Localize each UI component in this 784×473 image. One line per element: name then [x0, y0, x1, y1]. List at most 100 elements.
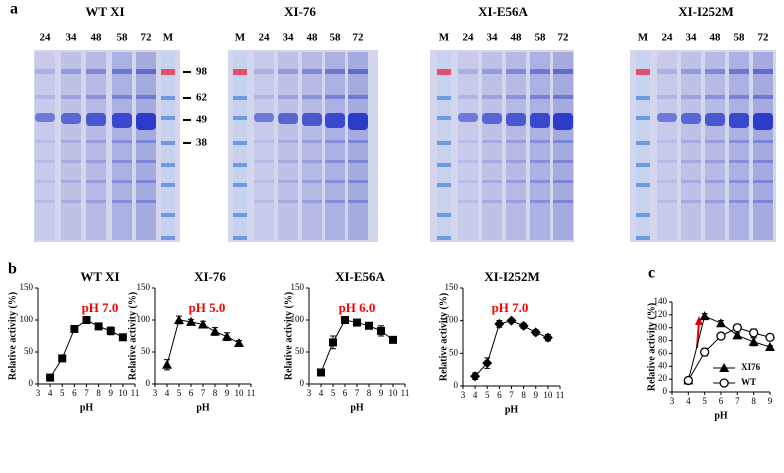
lane	[254, 52, 274, 240]
x-tick-label: 7	[735, 396, 740, 406]
band	[458, 113, 478, 122]
band	[657, 140, 677, 143]
band	[530, 140, 550, 143]
data-point	[186, 316, 196, 326]
x-tick-label: 4	[48, 388, 53, 398]
lane	[458, 52, 478, 240]
y-tick-label: 0	[146, 378, 151, 388]
band	[348, 95, 368, 99]
lane	[681, 52, 701, 240]
lane-label: 72	[758, 32, 770, 44]
x-tick-label: 10	[235, 388, 245, 398]
band	[254, 180, 274, 183]
x-tick-label: 11	[131, 388, 140, 398]
band	[681, 69, 701, 74]
band	[86, 95, 106, 99]
ladder-band	[636, 116, 650, 120]
band	[86, 113, 106, 126]
data-point	[765, 342, 775, 351]
ladder-band	[636, 96, 650, 100]
x-tick-label: 8	[751, 396, 756, 406]
data-point	[234, 338, 244, 348]
x-tick-label: 3	[461, 390, 466, 400]
lane-label: M	[439, 32, 450, 44]
lane-label: 48	[91, 32, 103, 44]
data-point	[118, 333, 127, 342]
marker-label: 62	[196, 92, 208, 104]
lane-label: M	[638, 32, 649, 44]
band	[530, 160, 550, 163]
ladder-band	[161, 163, 175, 167]
band	[530, 113, 550, 128]
band	[348, 180, 368, 183]
band	[136, 180, 156, 183]
data-point	[377, 326, 385, 335]
band	[112, 160, 132, 163]
x-tick-label: 6	[72, 388, 77, 398]
lane-label: 48	[307, 32, 319, 44]
lane	[112, 52, 132, 240]
band	[61, 113, 81, 124]
band	[458, 69, 478, 74]
band	[729, 180, 749, 183]
band	[278, 69, 298, 74]
lane	[61, 52, 81, 240]
lane-label: 72	[141, 32, 153, 44]
marker-label: 49	[196, 114, 208, 126]
lane-label: 24	[662, 32, 674, 44]
band	[705, 140, 725, 143]
lane	[506, 52, 526, 240]
data-point	[198, 319, 208, 329]
ladder-band	[437, 236, 451, 240]
band	[482, 200, 502, 203]
band	[553, 160, 573, 163]
annotation: pH 7.0	[492, 300, 529, 315]
band	[506, 95, 526, 99]
band	[348, 113, 368, 130]
lane-label: M	[163, 32, 174, 44]
y-axis-label: Relative activity (%)	[283, 292, 294, 380]
band	[35, 180, 55, 183]
lane	[302, 52, 322, 240]
y-tick-label: 0	[300, 378, 305, 388]
data-point	[732, 323, 742, 333]
ladder-band	[233, 69, 247, 75]
y-tick-label: 100	[654, 322, 668, 332]
band	[482, 160, 502, 163]
y-tick-label: 60	[658, 347, 668, 357]
lane-label: 34	[66, 32, 78, 44]
band	[302, 140, 322, 143]
data-point	[470, 371, 481, 382]
band	[302, 95, 322, 99]
y-axis-label: Relative activity (%)	[438, 293, 449, 381]
band	[553, 140, 573, 143]
band	[325, 69, 345, 74]
x-tick-label: 9	[379, 388, 384, 398]
y-tick-label: 150	[445, 282, 459, 292]
band	[553, 95, 573, 99]
ladder-band	[437, 96, 451, 100]
band	[136, 200, 156, 203]
data-point	[317, 368, 325, 377]
band	[681, 95, 701, 99]
lane	[325, 52, 345, 240]
band	[657, 113, 677, 122]
y-tick-label: 50	[24, 346, 34, 356]
x-tick-label: 6	[497, 390, 502, 400]
band	[657, 160, 677, 163]
ladder-band	[161, 116, 175, 120]
ladder-band	[437, 116, 451, 120]
band	[254, 69, 274, 74]
band	[729, 160, 749, 163]
ladder-band	[233, 236, 247, 240]
band	[348, 200, 368, 203]
y-tick-label: 120	[654, 309, 668, 319]
band	[35, 69, 55, 74]
gel-title: WT XI	[85, 4, 124, 19]
y-tick-label: 50	[295, 346, 305, 356]
lane-label: 58	[330, 32, 342, 44]
band	[681, 200, 701, 203]
x-axis-label: pH	[505, 404, 519, 415]
ladder-lane	[161, 52, 175, 240]
band	[61, 69, 81, 74]
